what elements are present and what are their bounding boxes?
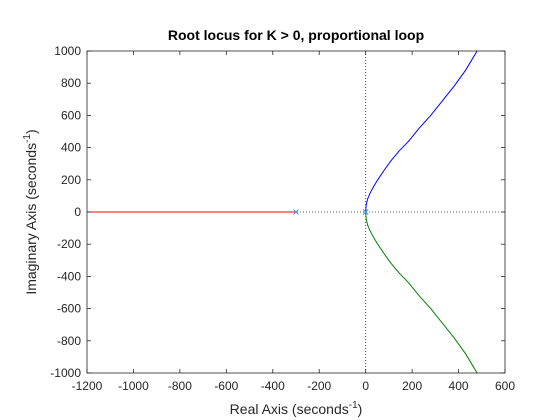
y-tick-label: -400 [57, 269, 81, 283]
y-tick-label: 1000 [54, 44, 81, 58]
y-tick-label: 0 [74, 205, 81, 219]
x-tick-label: -1200 [72, 379, 103, 393]
y-tick-label: 600 [61, 108, 81, 122]
x-tick-label: -400 [261, 379, 285, 393]
x-axis-label-superscript: -1 [349, 400, 358, 411]
locus-branch-2 [365, 50, 478, 213]
locus-branch-3 [365, 211, 478, 374]
y-axis-label-main: Imaginary Axis (seconds [23, 143, 39, 295]
x-tick-label: 600 [495, 379, 515, 393]
x-axis-label-tail: ) [358, 401, 363, 417]
pole-marker-3 [362, 209, 369, 215]
y-axis-label: Imaginary Axis (seconds-1) [22, 129, 39, 294]
y-tick-label: 400 [61, 141, 81, 155]
y-axis-label-tail: ) [23, 129, 39, 134]
x-axis-label-main: Real Axis (seconds [230, 401, 349, 417]
x-tick-label: -200 [307, 379, 331, 393]
y-tick-label: -200 [57, 237, 81, 251]
y-axis-label-superscript: -1 [22, 134, 33, 143]
x-tick-label: -800 [168, 379, 192, 393]
x-axis-label: Real Axis (seconds-1) [230, 400, 363, 417]
x-tick-label: 0 [362, 379, 369, 393]
plot-area: -1200 -1000 -800 -600 -400 -200 0 200 400 600-100… [50, 44, 515, 393]
y-tick-label: 200 [61, 173, 81, 187]
chart-title: Root locus for K > 0, proportional loop [168, 27, 424, 43]
pole-marker-1 [293, 209, 299, 215]
x-tick-label: 200 [402, 379, 422, 393]
y-tick-label: -800 [57, 334, 81, 348]
x-tick-label: -600 [214, 379, 238, 393]
y-tick-label: -1000 [50, 366, 81, 380]
y-tick-label: -600 [57, 302, 81, 316]
x-tick-label: 400 [449, 379, 469, 393]
y-tick-label: 800 [61, 76, 81, 90]
x-tick-label: -1000 [118, 379, 149, 393]
